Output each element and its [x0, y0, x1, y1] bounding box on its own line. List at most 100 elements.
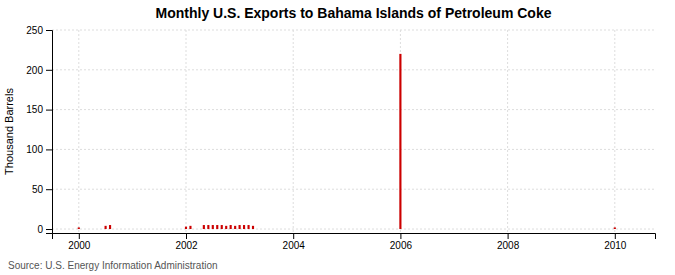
- bar: [373, 229, 375, 230]
- bar: [466, 229, 468, 230]
- bar: [364, 229, 366, 230]
- grid-line: [52, 229, 655, 230]
- bar: [395, 229, 397, 230]
- axis-line: [53, 234, 656, 240]
- bar: [426, 229, 428, 230]
- bar: [301, 229, 303, 230]
- bar: [355, 229, 357, 230]
- tick-mark: [79, 233, 80, 239]
- bar: [569, 229, 571, 230]
- tick-label: 2002: [175, 240, 198, 251]
- bar: [471, 229, 473, 230]
- bar: [265, 229, 267, 230]
- y-axis-label: Thousand Barrels: [3, 88, 15, 175]
- bar: [480, 229, 482, 230]
- bar: [493, 229, 495, 230]
- bar: [216, 225, 218, 229]
- bar: [417, 229, 419, 230]
- bar: [279, 229, 281, 230]
- tick-mark: [293, 233, 294, 239]
- bar: [524, 229, 526, 230]
- grid-line: [78, 30, 79, 233]
- bar: [542, 229, 544, 230]
- grid-line: [400, 30, 401, 233]
- bar: [453, 229, 455, 230]
- bar: [297, 229, 299, 230]
- tick: 0: [37, 224, 52, 235]
- bar: [113, 229, 115, 230]
- bar: [440, 229, 442, 230]
- bar: [234, 226, 236, 229]
- bar: [556, 229, 558, 230]
- grid: [52, 30, 655, 233]
- tick-mark: [186, 233, 187, 239]
- bar: [413, 229, 415, 230]
- grid-line: [186, 30, 187, 233]
- bar: [172, 229, 174, 230]
- bar: [230, 225, 232, 229]
- bar: [565, 229, 567, 230]
- bar: [221, 225, 223, 229]
- tick-label: 50: [32, 184, 44, 195]
- plot-area: 200020022004200620082010050100150200250: [26, 25, 655, 251]
- tick-mark: [615, 233, 616, 239]
- bar: [623, 229, 625, 230]
- bar: [444, 229, 446, 230]
- bar: [176, 229, 178, 230]
- bar: [431, 229, 433, 230]
- bar: [306, 229, 308, 230]
- bar: [149, 229, 151, 230]
- bar: [247, 225, 249, 229]
- bar: [609, 229, 611, 230]
- bar: [399, 54, 401, 229]
- title: Monthly U.S. Exports to Bahama Islands o…: [156, 5, 552, 21]
- bar: [582, 229, 584, 230]
- bar: [368, 229, 370, 230]
- tick: 2010: [604, 233, 627, 251]
- bar: [498, 229, 500, 230]
- grid-line: [52, 109, 655, 110]
- bar: [180, 229, 182, 230]
- bar: [198, 229, 200, 230]
- bar: [462, 229, 464, 230]
- bar: [185, 227, 187, 229]
- bar: [614, 227, 616, 229]
- grid-line: [52, 189, 655, 190]
- tick-label: 150: [26, 104, 43, 115]
- bar: [314, 229, 316, 230]
- tick: 250: [26, 25, 52, 36]
- bar: [574, 229, 576, 230]
- bar: [350, 229, 352, 230]
- bar: [538, 229, 540, 230]
- grid-line: [52, 149, 655, 150]
- bar: [448, 229, 450, 230]
- bars: [78, 54, 616, 229]
- bar: [551, 229, 553, 230]
- bar: [207, 225, 209, 229]
- bar: [591, 229, 593, 230]
- bar: [346, 229, 348, 230]
- tick-label: 2004: [283, 240, 306, 251]
- bar: [87, 229, 89, 230]
- bar: [292, 229, 294, 230]
- bar: [381, 229, 383, 230]
- bar: [167, 229, 169, 230]
- bar: [154, 229, 156, 230]
- grid-line: [52, 69, 655, 70]
- bar: [332, 229, 334, 230]
- bar: [435, 229, 437, 230]
- bar: [337, 229, 339, 230]
- tick-mark: [46, 70, 52, 71]
- bar: [118, 229, 120, 230]
- grid-line: [507, 30, 508, 233]
- bar: [605, 229, 607, 230]
- tick-label: 0: [37, 224, 43, 235]
- bar: [127, 229, 129, 230]
- bar: [511, 229, 513, 230]
- bar: [189, 226, 191, 229]
- bar: [529, 229, 531, 230]
- bar: [386, 229, 388, 230]
- bar: [194, 229, 196, 230]
- bar: [96, 229, 98, 230]
- bar: [261, 229, 263, 230]
